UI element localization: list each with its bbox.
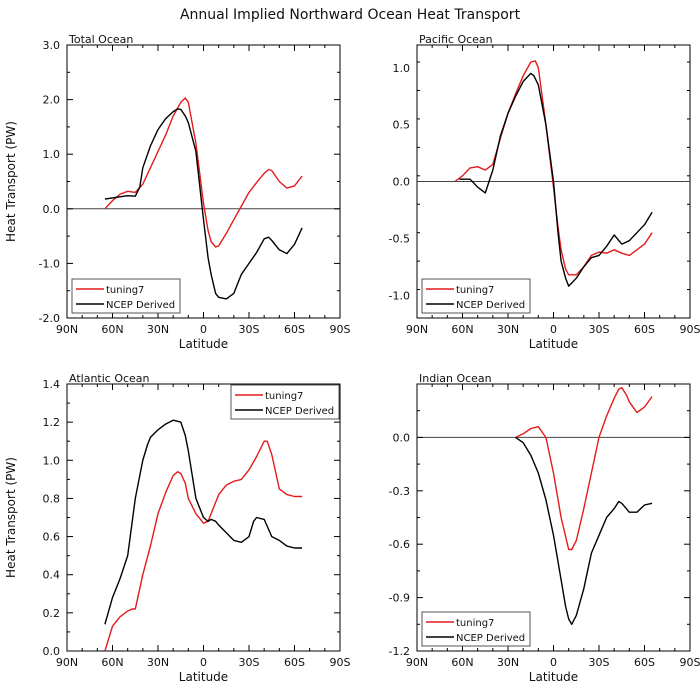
series-line-tuning7 [515, 386, 653, 551]
x-tick-label: 90S [330, 323, 351, 336]
y-tick-label: 0.0 [43, 203, 61, 216]
y-tick-label: 0.0 [393, 176, 411, 189]
legend-label: NCEP Derived [265, 406, 334, 417]
y-tick-label: 3.0 [43, 39, 61, 52]
y-tick-label: 0.0 [393, 431, 411, 444]
legend: tuning7 NCEP Derived [421, 278, 531, 314]
x-tick-label: 30S [589, 656, 610, 669]
x-tick-label: 60S [634, 323, 655, 336]
x-tick-label: 30N [147, 656, 169, 669]
x-tick-label: 60N [101, 656, 123, 669]
legend-box [71, 278, 181, 314]
x-axis-label: Latitude [529, 337, 578, 351]
legend-label: NCEP Derived [456, 300, 525, 311]
y-tick-label: 1.0 [43, 454, 61, 467]
series-line-tuning7 [104, 97, 303, 248]
legend-box [421, 278, 531, 314]
y-tick-label: 1.0 [393, 62, 411, 75]
plot-frame [66, 44, 341, 319]
legend-label: NCEP Derived [456, 633, 525, 644]
y-tick-label: 0.0 [43, 645, 61, 658]
y-tick-label: -0.3 [389, 485, 410, 498]
x-tick-label: 60N [101, 323, 123, 336]
y-tick-label: -2.0 [39, 312, 60, 325]
y-tick-label: -0.5 [389, 232, 410, 245]
legend: tuning7 NCEP Derived [230, 384, 340, 420]
x-tick-label: 90S [680, 656, 700, 669]
x-tick-label: 90S [330, 656, 351, 669]
panel-atlantic-ocean: Atlantic Ocean 90N 60N 30N 0 30S 60S 90S 0.0 0.2 0… [4, 372, 351, 684]
y-tick-label: 0.2 [43, 607, 61, 620]
y-tick-label: -0.9 [389, 592, 410, 605]
x-axis-label: Latitude [179, 670, 228, 684]
series-line-tuning7 [104, 440, 303, 652]
x-tick-label: 30N [147, 323, 169, 336]
panel-pacific-ocean: Pacific Ocean 90N 60N 30N 0 30S 60S 90S -1.0 -0.5… [389, 33, 700, 351]
x-tick-label: 0 [200, 656, 207, 669]
legend-label: tuning7 [456, 285, 494, 296]
y-tick-label: 1.0 [43, 148, 61, 161]
plot-frame [416, 383, 691, 652]
series-line-ncep-derived [104, 108, 303, 300]
x-tick-label: 0 [200, 323, 207, 336]
x-tick-label: 90N [56, 323, 78, 336]
x-tick-label: 90N [406, 656, 428, 669]
x-axis-label: Latitude [179, 337, 228, 351]
y-tick-label: 0.8 [43, 492, 61, 505]
legend-label: NCEP Derived [106, 300, 175, 311]
x-tick-label: 60S [284, 656, 305, 669]
series-line-tuning7 [454, 60, 653, 276]
x-tick-label: 60N [451, 656, 473, 669]
y-tick-label: 0.5 [393, 119, 411, 132]
x-tick-label: 60S [634, 656, 655, 669]
y-tick-label: 1.4 [43, 378, 61, 391]
series-line-ncep-derived [515, 436, 653, 625]
y-tick-label: 0.6 [43, 531, 61, 544]
x-tick-label: 30N [497, 656, 519, 669]
y-tick-label: 2.0 [43, 94, 61, 107]
x-tick-label: 90N [406, 323, 428, 336]
x-tick-label: 60N [451, 323, 473, 336]
x-tick-label: 30S [589, 323, 610, 336]
x-tick-label: 0 [550, 656, 557, 669]
y-tick-label: 1.2 [43, 416, 61, 429]
series-line-ncep-derived [459, 72, 653, 287]
y-tick-label: -0.6 [389, 538, 410, 551]
panel-title: Indian Ocean [419, 372, 492, 385]
panel-indian-ocean: Indian Ocean 90N 60N 30N 0 30S 60S 90S -1.2 -0.9 -… [389, 372, 700, 684]
y-axis-label: Heat Transport (PW) [4, 457, 18, 578]
panel-title: Pacific Ocean [419, 33, 493, 46]
y-tick-label: -1.0 [39, 257, 60, 270]
y-tick-label: -1.2 [389, 645, 410, 658]
x-tick-label: 90N [56, 656, 78, 669]
x-axis-label: Latitude [529, 670, 578, 684]
y-axis-label: Heat Transport (PW) [4, 121, 18, 242]
legend-label: tuning7 [265, 391, 303, 402]
x-tick-label: 60S [284, 323, 305, 336]
legend-label: tuning7 [106, 285, 144, 296]
legend: tuning7 NCEP Derived [71, 278, 181, 314]
legend-label: tuning7 [456, 618, 494, 629]
legend: tuning7 NCEP Derived [421, 611, 531, 647]
x-tick-label: 90S [680, 323, 700, 336]
x-tick-label: 30N [497, 323, 519, 336]
panel-title: Atlantic Ocean [69, 372, 150, 385]
legend-box [421, 611, 531, 647]
y-tick-label: 0.4 [43, 569, 61, 582]
legend-box [230, 384, 340, 420]
x-tick-label: 30S [239, 656, 260, 669]
panel-title: Total Ocean [68, 33, 133, 46]
panel-total-ocean: Total Ocean 90N 60N 30N 0 30S 60S 90S -2.0 -1.0 0.… [4, 33, 351, 351]
figure-title: Annual Implied Northward Ocean Heat Tran… [180, 7, 521, 23]
y-tick-label: -1.0 [389, 289, 410, 302]
x-tick-label: 30S [239, 323, 260, 336]
x-tick-label: 0 [550, 323, 557, 336]
series-line-ncep-derived [104, 419, 303, 625]
